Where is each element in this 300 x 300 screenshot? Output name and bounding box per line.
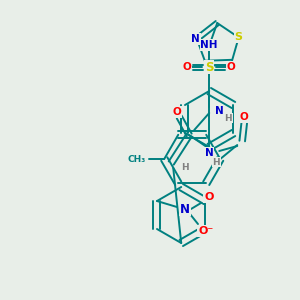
Text: N: N xyxy=(215,106,224,116)
Text: S: S xyxy=(235,32,243,43)
Text: N: N xyxy=(191,34,200,44)
Text: O: O xyxy=(183,62,192,72)
Text: S: S xyxy=(205,61,214,74)
Text: O: O xyxy=(173,107,182,117)
Text: O: O xyxy=(227,62,236,72)
Text: O: O xyxy=(240,112,249,122)
Text: CH₃: CH₃ xyxy=(128,154,146,164)
Text: H: H xyxy=(182,163,189,172)
Text: H: H xyxy=(212,158,220,166)
Text: O: O xyxy=(204,192,214,202)
Text: H: H xyxy=(224,113,232,122)
Text: N: N xyxy=(205,148,214,158)
Text: N: N xyxy=(180,202,190,215)
Text: O⁻: O⁻ xyxy=(198,226,214,236)
Text: NH: NH xyxy=(200,40,218,50)
